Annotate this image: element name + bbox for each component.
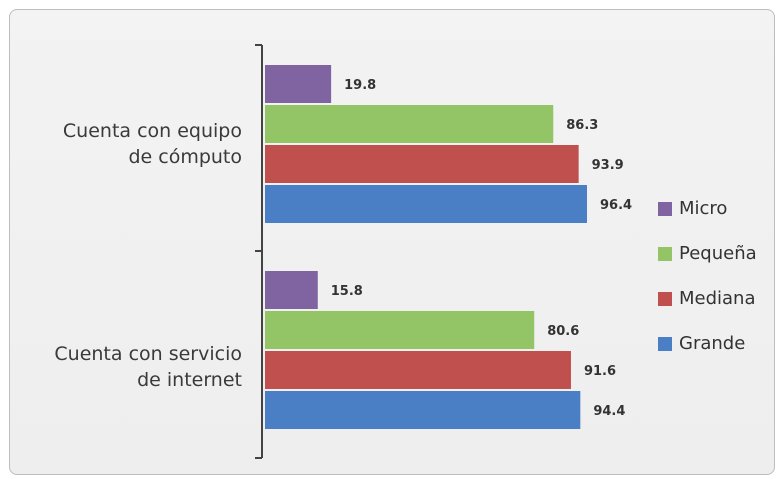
legend-label-mediana: Mediana (679, 288, 756, 309)
data-label-micro-0: 19.8 (344, 78, 376, 93)
bar-micro-0 (265, 65, 332, 103)
legend-swatch-micro (658, 201, 672, 216)
category-label-internet: Cuenta con servicio de internet (54, 343, 242, 391)
data-label-mediana-1: 91.6 (584, 364, 616, 379)
bar-grande-1 (265, 391, 581, 429)
legend-swatch-mediana (658, 291, 672, 306)
legend-label-pequena: Pequeña (679, 243, 757, 264)
bar-micro-1 (265, 271, 318, 309)
legend-item-micro: Micro (658, 186, 757, 231)
legend-label-micro: Micro (679, 198, 728, 219)
bar-pequena-0 (265, 105, 554, 143)
data-label-mediana-0: 93.9 (592, 158, 624, 173)
data-label-pequena-0: 86.3 (566, 118, 598, 133)
data-label-grande-1: 94.4 (593, 404, 625, 419)
bar-mediana-0 (265, 145, 579, 183)
bar-pequena-1 (265, 311, 535, 349)
legend-item-mediana: Mediana (658, 276, 757, 321)
data-label-micro-1: 15.8 (331, 284, 363, 299)
legend-item-pequena: Pequeña (658, 231, 757, 276)
bar-grande-0 (265, 185, 587, 223)
legend-item-grande: Grande (658, 321, 757, 366)
category-label-equipo: Cuenta con equipo de cómputo (62, 120, 242, 168)
legend-swatch-pequena (658, 246, 672, 261)
legend: Micro Pequeña Mediana Grande (658, 186, 757, 366)
legend-swatch-grande (658, 336, 672, 351)
bar-mediana-1 (265, 351, 571, 389)
data-label-grande-0: 96.4 (600, 198, 632, 213)
data-label-pequena-1: 80.6 (547, 324, 579, 339)
legend-label-grande: Grande (679, 333, 746, 354)
